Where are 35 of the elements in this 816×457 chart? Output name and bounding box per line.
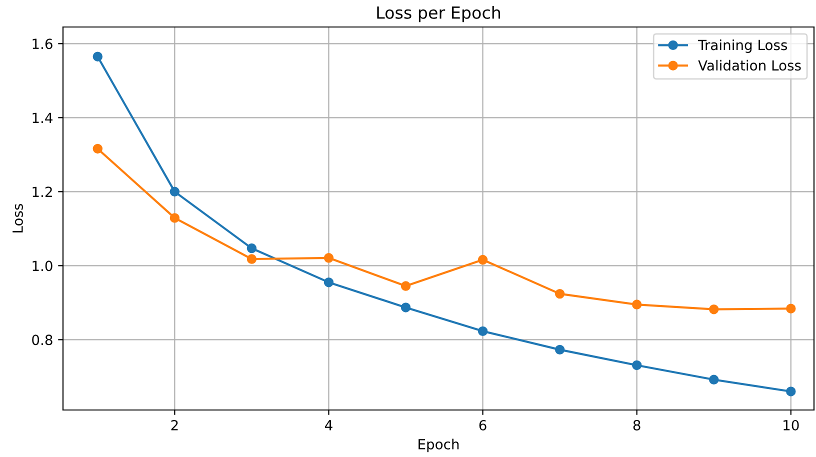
point — [324, 253, 334, 263]
x-tick-label: 6 — [479, 420, 486, 430]
point — [478, 326, 488, 336]
point — [246, 243, 257, 254]
point — [170, 213, 180, 223]
y-tick-label: 1.4 — [32, 112, 52, 123]
point — [786, 304, 796, 314]
point — [92, 144, 103, 154]
x-tick-label: 4 — [325, 420, 332, 430]
legend-label: Training Loss — [698, 40, 788, 53]
y-tick-label: 1.0 — [32, 260, 52, 272]
point — [786, 386, 796, 396]
point — [92, 52, 103, 62]
point — [709, 304, 719, 314]
point — [170, 186, 180, 197]
point — [632, 300, 642, 310]
point — [246, 254, 257, 264]
x-tick-label: 10 — [784, 420, 799, 430]
x-tick-label: 2 — [171, 420, 178, 430]
y-tick-label: 1.6 — [32, 38, 52, 50]
point — [632, 360, 642, 370]
y-tick-label: 0.8 — [32, 334, 52, 346]
point — [554, 344, 565, 355]
point — [324, 277, 334, 288]
x-axis-title: Epoch — [418, 438, 459, 452]
point — [554, 288, 565, 299]
point — [478, 254, 488, 265]
point — [400, 281, 411, 291]
legend-label: Validation Loss — [698, 60, 801, 71]
chart-title: Loss per Epoch — [377, 6, 500, 22]
y-axis-title: Loss — [12, 204, 23, 232]
x-tick-label: 8 — [633, 420, 640, 430]
y-tick-label: 1.2 — [32, 186, 52, 197]
point — [709, 374, 719, 385]
point — [400, 302, 411, 312]
